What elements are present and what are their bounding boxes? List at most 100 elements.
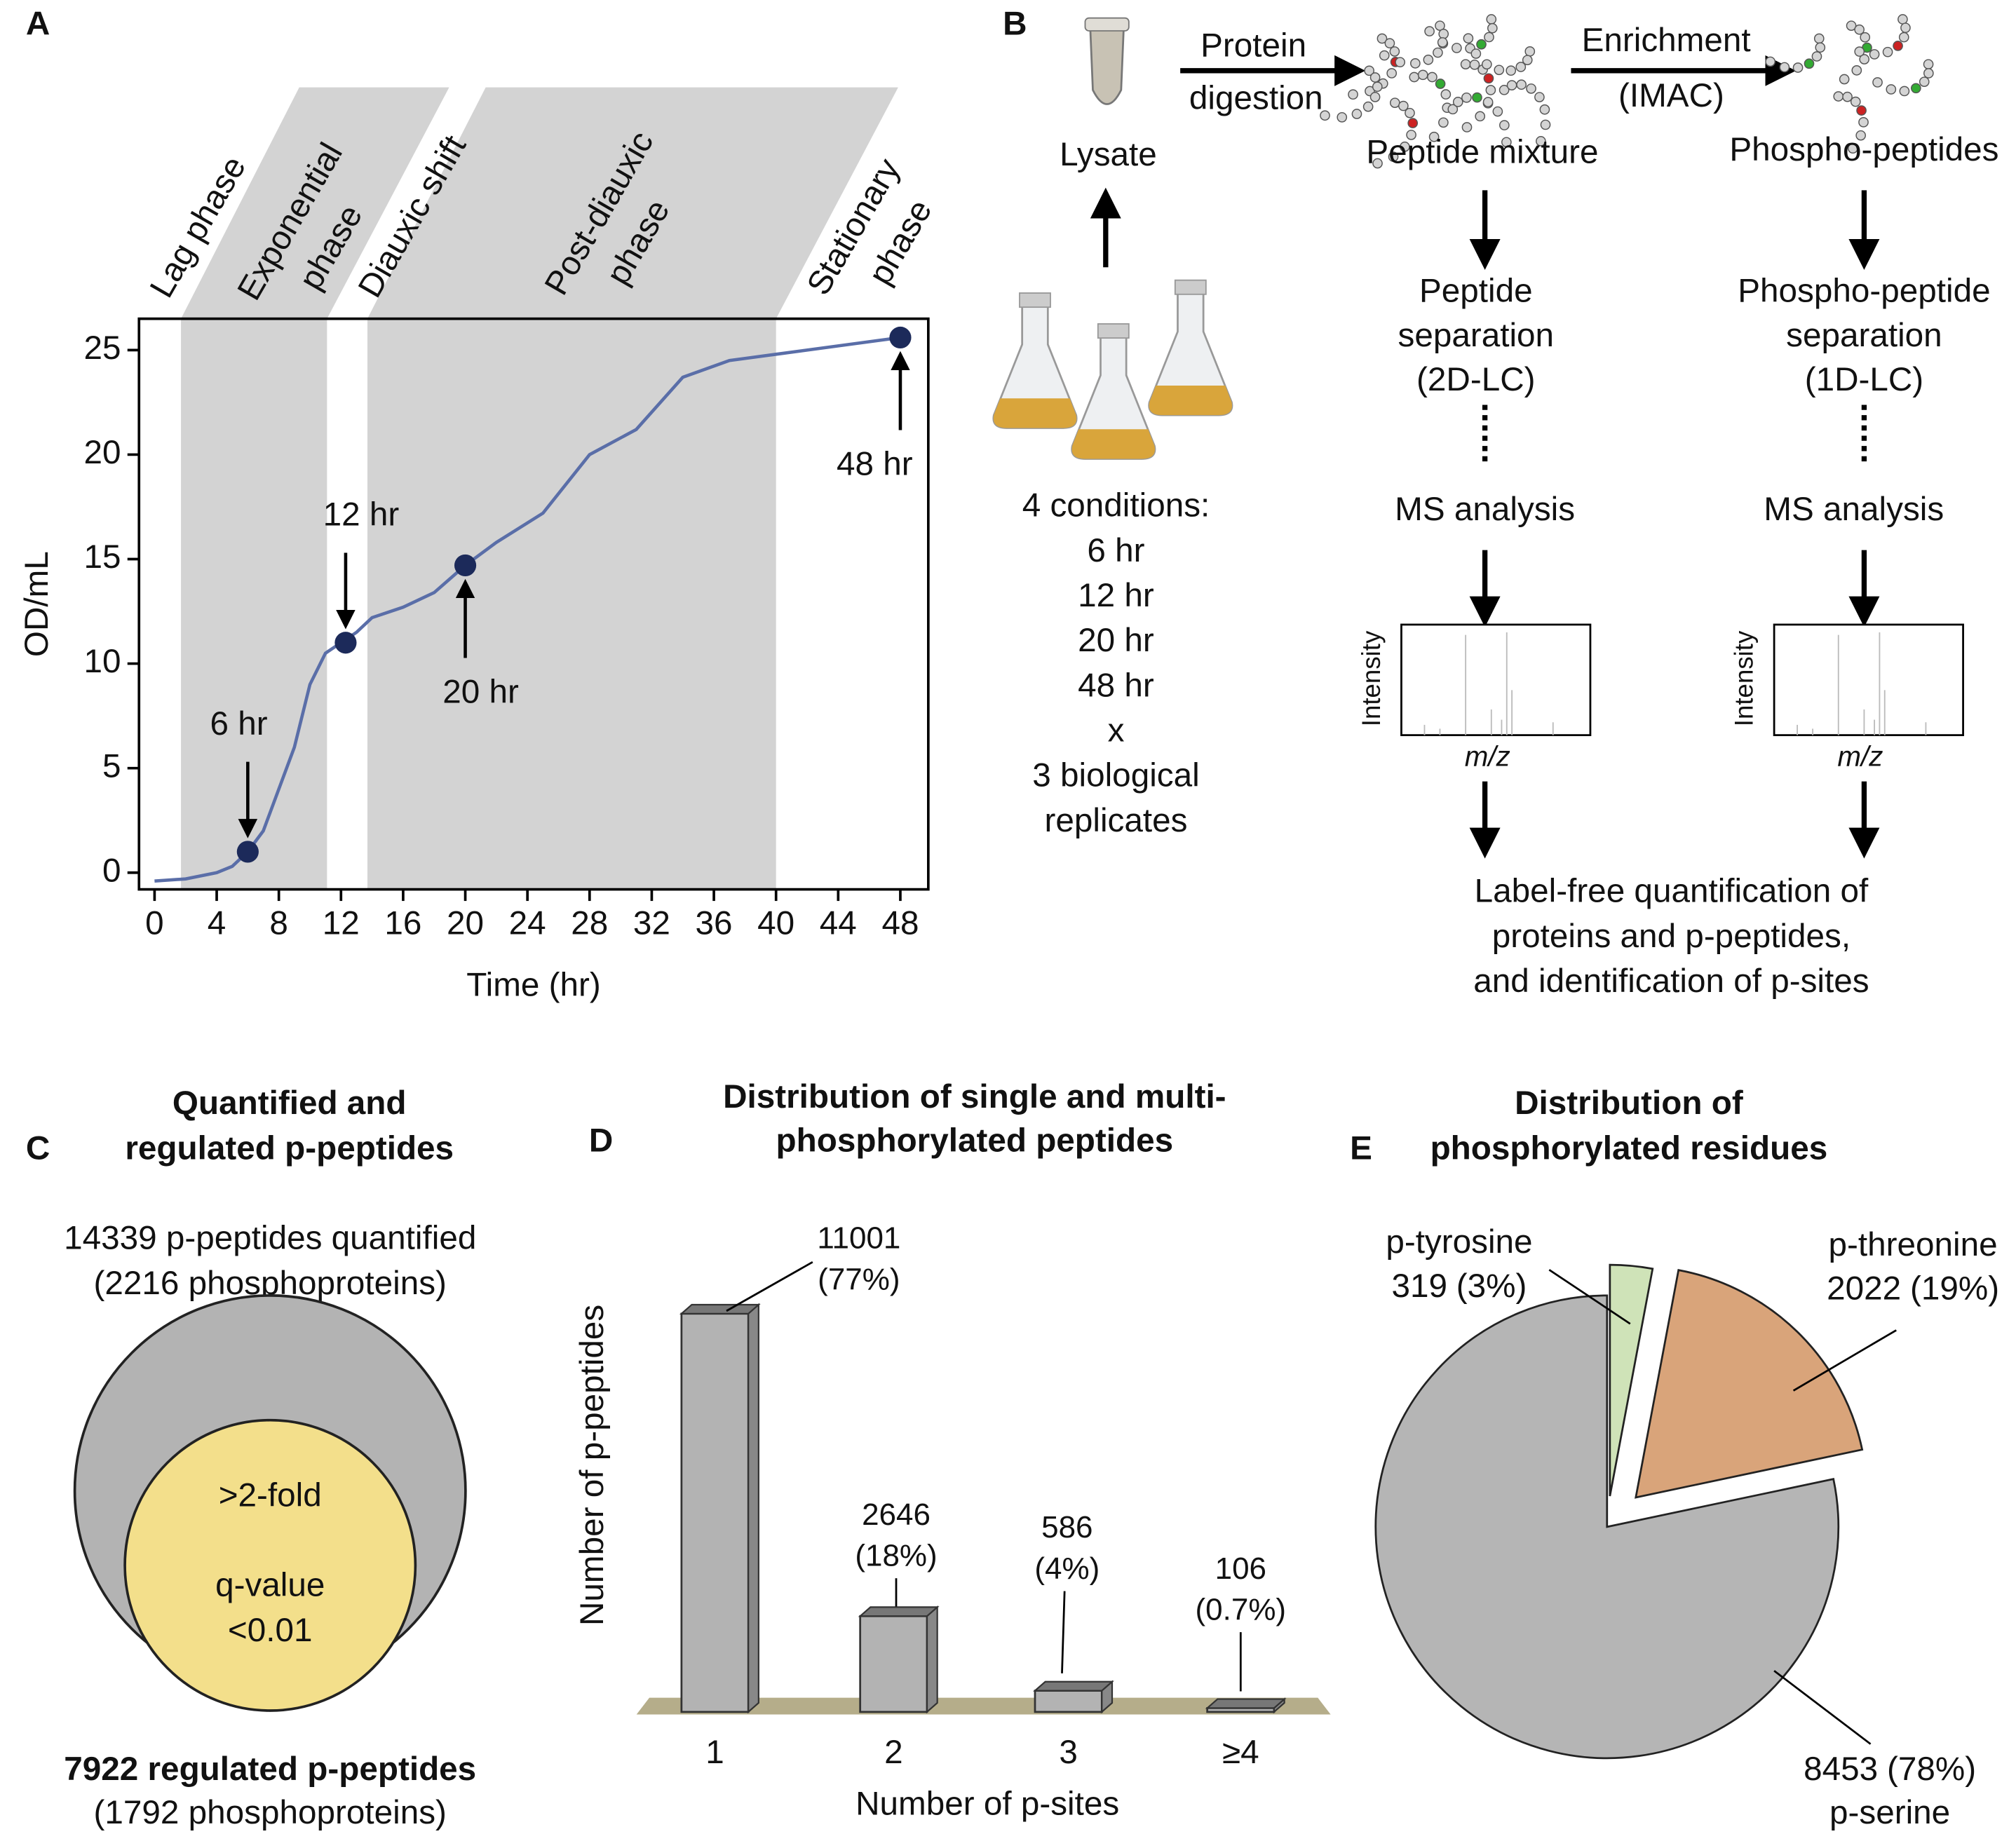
peptide-bead [1472, 92, 1482, 103]
value-label: 106 [1215, 1551, 1266, 1586]
peptide-bead [1398, 100, 1409, 111]
bar [680, 1312, 750, 1713]
peptide-bead [1499, 120, 1510, 130]
y-axis-label: Number of p-peptides [574, 1305, 611, 1626]
peptide-bead [1897, 14, 1908, 25]
peptide-bead [1438, 29, 1449, 39]
peptide-bead [1362, 101, 1374, 112]
spectrum-axis-label: m/z [1837, 740, 1883, 772]
peptide-bead [1494, 64, 1505, 76]
venn-bottom: 7922 regulated p-peptides [64, 1751, 476, 1788]
peptide-bead [1923, 68, 1934, 79]
peptide-bead [1856, 105, 1867, 116]
peptide-bead [1483, 73, 1494, 84]
step-label: separation [1786, 317, 1942, 354]
peptide-bead [1364, 65, 1374, 76]
slice-percentage: (19%) [1910, 1270, 1999, 1307]
condition-text: 3 biological [1032, 757, 1199, 794]
timepoint-marker [236, 841, 259, 863]
peptide-bead [1492, 106, 1503, 117]
peptide-bead [1923, 59, 1934, 69]
peptide-bead [1389, 46, 1400, 57]
spectrum-axis-label: m/z [1465, 740, 1510, 772]
peptide-bead [1813, 33, 1825, 44]
peptide-bead [1882, 46, 1893, 57]
timepoint-label: 12 hr [323, 496, 400, 534]
step-label: (1D-LC) [1805, 361, 1923, 398]
condition-text: 20 hr [1078, 622, 1154, 659]
plot-frame [137, 317, 930, 891]
step-label: (IMAC) [1618, 77, 1724, 114]
peptide-bead [1440, 89, 1452, 100]
peptide-bead [1858, 116, 1869, 128]
peptide-bead [1886, 84, 1897, 95]
x-tick-label: 1 [705, 1734, 724, 1771]
peptide-bead [1484, 32, 1494, 43]
peptide-bead [1765, 56, 1775, 67]
bar-top [1205, 1698, 1287, 1709]
slice-count: 2022 [1827, 1270, 1901, 1307]
spectrum-axis-label: Intensity [1357, 630, 1386, 726]
output-text: Label-free quantification of [1475, 873, 1869, 910]
spectrum-box [1773, 623, 1964, 736]
value-label: 11001 [817, 1221, 900, 1256]
peptide-bead [1395, 57, 1406, 68]
peptide-bead [1486, 14, 1497, 25]
peptide-bead [1893, 41, 1903, 51]
peptide-bead [1501, 137, 1512, 148]
timepoint-marker [334, 632, 357, 654]
step-label: Protein [1200, 27, 1306, 64]
condition-text: 12 hr [1078, 577, 1154, 614]
leader-line [1792, 1329, 1897, 1392]
tube-icon [1089, 27, 1125, 105]
peptide-bead [1506, 65, 1517, 76]
peptide-bead [1389, 97, 1400, 108]
x-tick-label: 44 [820, 905, 857, 942]
peptide-bead [1854, 24, 1865, 35]
leader-line [1548, 1269, 1631, 1325]
x-tick-label: 24 [509, 905, 546, 942]
peptide-bead [1437, 37, 1448, 48]
peptide-bead [1850, 96, 1861, 107]
peptide-bead [1384, 38, 1395, 49]
peptide-bead [1452, 43, 1462, 53]
x-tick-label: 36 [696, 905, 733, 942]
peptide-bead [1417, 69, 1428, 81]
peptide-bead [1405, 107, 1415, 118]
peptide-bead [1506, 80, 1517, 90]
panel-label: A [26, 5, 50, 42]
peptide-bead [1372, 158, 1383, 169]
bar-top [1033, 1680, 1114, 1692]
share-label: (77%) [818, 1262, 900, 1296]
x-tick-label: 0 [145, 905, 164, 942]
bar-top [679, 1303, 761, 1315]
slice-percentage: (3%) [1456, 1267, 1527, 1304]
step-label: MS analysis [1764, 491, 1944, 528]
peptide-bead [1539, 104, 1550, 115]
flask-cap [1097, 323, 1130, 339]
bar [859, 1615, 928, 1713]
y-tick-label: 15 [84, 538, 121, 576]
timepoint-marker [889, 326, 912, 349]
phase-region [181, 318, 327, 890]
x-tick-label: 4 [208, 905, 226, 942]
y-tick-label: 25 [84, 330, 121, 367]
peptide-bead [1515, 62, 1527, 72]
timepoint-label: 48 hr [837, 445, 913, 482]
bar-side [926, 1605, 938, 1714]
step-label: Phospho-peptide [1738, 273, 1990, 310]
pie-slice [1635, 1269, 1864, 1499]
peptide-bead [1482, 97, 1494, 107]
timepoint-label: 6 hr [210, 705, 267, 742]
peptide-bead [1854, 46, 1865, 57]
peptide-bead [1516, 79, 1527, 90]
leader-line [726, 1261, 813, 1312]
peptide-bead [1900, 22, 1911, 34]
y-tick-label: 5 [102, 747, 121, 784]
peptide-bead [1487, 22, 1498, 34]
venn-inner-text: q-value [215, 1567, 325, 1604]
x-tick-label: 48 [881, 905, 919, 942]
peptide-bead [1848, 143, 1858, 154]
